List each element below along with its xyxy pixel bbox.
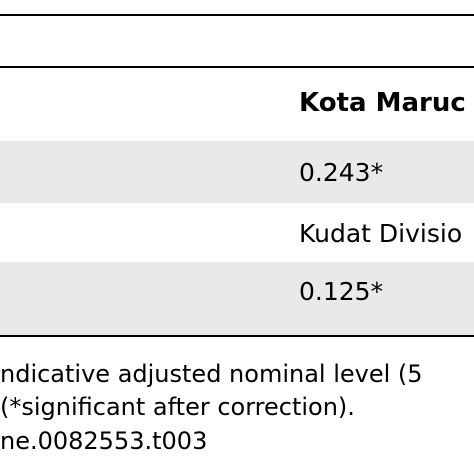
table-header-row: Kota Maruc	[0, 68, 474, 141]
table-footnote-line: (*significant after correction).	[0, 393, 355, 421]
table-footnote-line: ndicative adjusted nominal level (5	[0, 360, 423, 388]
table-row: 0.243*	[0, 141, 474, 203]
table-cell-value: 0.243*	[299, 158, 384, 187]
column-header-kota-marudu: Kota Maruc	[299, 88, 466, 118]
table-bottom-rule	[0, 335, 474, 337]
table-cell-value: 0.125*	[299, 277, 384, 306]
table-doi-line: ne.0082553.t003	[0, 427, 208, 455]
table-row: 0.125*	[0, 262, 474, 335]
table-header-rule	[0, 66, 474, 68]
table-cell-value: Kudat Divisio	[299, 219, 463, 248]
table-top-area	[0, 0, 474, 14]
table-top-rule	[0, 14, 474, 16]
table-row: Kudat Divisio	[0, 203, 474, 262]
